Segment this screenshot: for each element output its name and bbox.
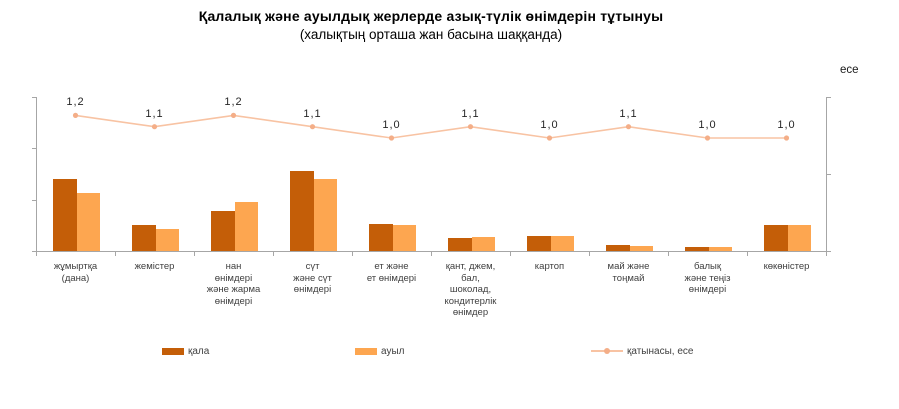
- x-category-label: көкөністер: [763, 261, 810, 272]
- x-axis-tick: [115, 252, 116, 256]
- right-axis: [826, 97, 827, 251]
- ratio-point: [467, 124, 474, 130]
- bar-rural: [393, 225, 416, 251]
- legend-label-ratio: қатынасы, есе: [627, 345, 694, 357]
- ratio-point: [704, 135, 711, 141]
- legend-item-rural: ауыл: [355, 345, 405, 357]
- bar-rural: [551, 236, 574, 251]
- bar-urban: [448, 237, 472, 251]
- right-axis-tick: [827, 174, 831, 175]
- right-axis-title: есе: [840, 64, 859, 76]
- x-axis-tick: [194, 252, 195, 256]
- bar-urban: [290, 171, 314, 251]
- legend-label-urban: қала: [188, 345, 210, 357]
- x-category-label: балық және теңіз өнімдері: [684, 261, 731, 295]
- ratio-value-label: 1,2: [224, 96, 243, 109]
- ratio-value-label: 1,1: [303, 107, 322, 120]
- x-axis: [36, 251, 827, 252]
- bar-urban: [211, 211, 235, 251]
- ratio-value-label: 1,1: [461, 107, 480, 120]
- left-axis-tick: [32, 148, 36, 150]
- bar-rural: [630, 245, 653, 251]
- x-axis-tick: [668, 252, 669, 256]
- bar-urban: [606, 245, 630, 251]
- ratio-value-label: 1,0: [777, 119, 796, 131]
- left-axis-tick: [32, 199, 36, 201]
- x-category-label: май және тоңмай: [607, 261, 650, 284]
- x-axis-tick: [589, 252, 590, 256]
- left-axis: [36, 97, 37, 251]
- x-category-label: ет және ет өнімдері: [366, 261, 417, 284]
- ratio-point: [388, 135, 395, 141]
- urban-series-swatch: [162, 347, 184, 355]
- x-axis-tick: [747, 252, 748, 256]
- right-axis-tick: [827, 97, 831, 98]
- bar-urban: [685, 246, 709, 251]
- bar-urban: [53, 179, 77, 251]
- x-category-label: жұмыртқа (дана): [53, 261, 98, 284]
- x-axis-tick: [510, 252, 511, 256]
- legend-item-urban: қала: [162, 345, 210, 357]
- ratio-value-label: 1,1: [619, 107, 638, 120]
- chart-header: Қалалық және ауылдық жерлерде азық-түлік…: [36, 8, 826, 42]
- ratio-marker-icon: [604, 348, 610, 354]
- left-axis-tick: [32, 97, 36, 98]
- bar-urban: [132, 225, 156, 251]
- ratio-point: [230, 112, 237, 118]
- ratio-point: [72, 112, 79, 118]
- x-category-label: жемістер: [134, 261, 175, 272]
- right-axis-tick: [827, 251, 831, 252]
- x-axis-tick: [352, 252, 353, 256]
- bar-rural: [235, 201, 258, 251]
- legend-label-rural: ауыл: [381, 345, 405, 357]
- x-category-label: нан өнімдері және жарма өнімдері: [206, 261, 261, 307]
- ratio-value-label: 1,2: [66, 96, 85, 109]
- ratio-point: [546, 135, 553, 141]
- chart-subtitle: (халықтың орташа жан басына шаққанда): [299, 27, 563, 42]
- x-axis-tick: [36, 252, 37, 256]
- x-category-label: сүт және сүт өнімдері: [293, 261, 332, 295]
- bar-rural: [156, 228, 179, 251]
- ratio-value-label: 1,0: [382, 119, 401, 131]
- legend-item-ratio: қатынасы, есе: [591, 345, 694, 357]
- ratio-point: [625, 124, 632, 130]
- bar-rural: [314, 179, 337, 251]
- rural-series-swatch: [355, 347, 377, 355]
- bar-rural: [709, 247, 732, 251]
- x-category-label: қант, джем, бал, шоколад, кондитерлік өн…: [444, 261, 497, 318]
- bar-rural: [472, 236, 495, 251]
- x-category-label: картоп: [534, 261, 565, 272]
- bar-rural: [788, 225, 811, 251]
- x-axis-tick: [826, 252, 827, 256]
- bar-urban: [764, 225, 788, 251]
- bar-urban: [369, 224, 393, 251]
- x-axis-tick: [273, 252, 274, 256]
- ratio-polyline: [75, 114, 787, 139]
- ratio-value-label: 1,0: [540, 119, 559, 131]
- ratio-point: [783, 135, 790, 141]
- left-axis-tick: [32, 251, 36, 252]
- ratio-value-label: 1,1: [145, 107, 164, 120]
- ratio-line-swatch: [591, 348, 623, 354]
- ratio-value-label: 1,0: [698, 119, 717, 131]
- ratio-point: [309, 124, 316, 130]
- bar-urban: [527, 235, 551, 251]
- chart-title: Қалалық және ауылдық жерлерде азық-түлік…: [198, 8, 664, 24]
- ratio-point: [151, 124, 158, 130]
- x-axis-tick: [431, 252, 432, 256]
- bar-rural: [77, 192, 100, 251]
